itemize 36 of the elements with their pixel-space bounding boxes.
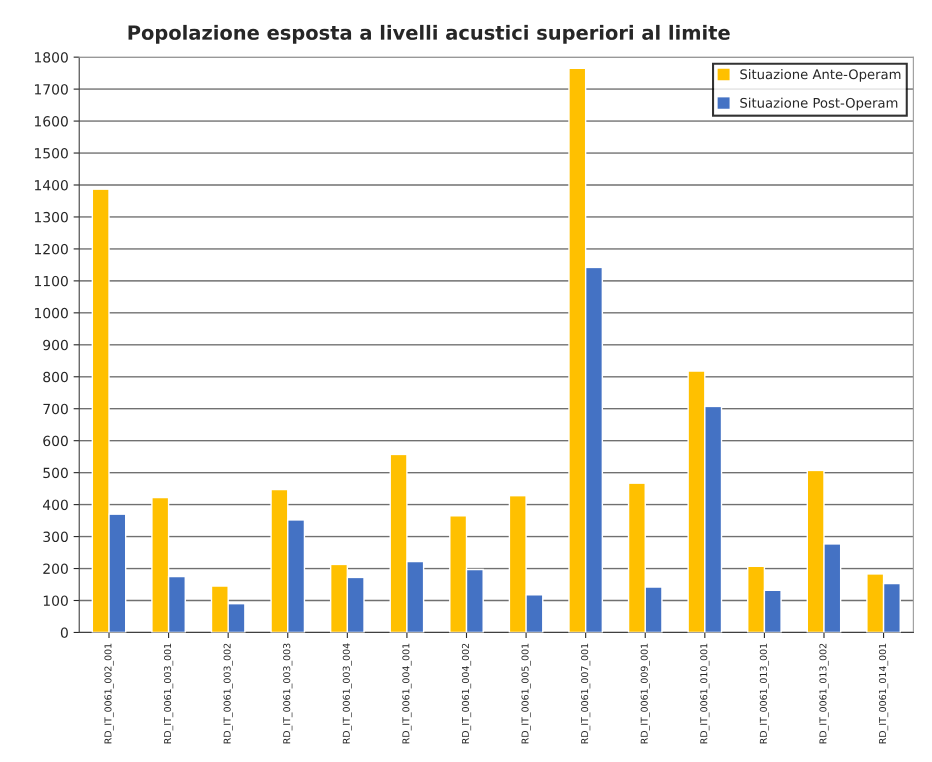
x-tick-label: RD_IT_0061_009_001: [640, 644, 650, 744]
y-tick-label: 900: [43, 340, 68, 350]
y-tick-label: 700: [43, 404, 68, 414]
x-tick-label: RD_IT_0061_013_002: [819, 644, 829, 744]
y-tick-label: 0: [60, 627, 68, 638]
y-tick-label: 1200: [34, 244, 68, 254]
y-tick-label: 1300: [34, 212, 68, 222]
x-tick-label: RD_IT_0061_004_002: [462, 644, 472, 744]
x-tick-label: RD_IT_0061_007_001: [581, 644, 590, 744]
y-tick-label: 1000: [34, 308, 68, 318]
x-tick-label: RD_IT_0061_005_001: [521, 644, 531, 744]
y-tick-label: 1700: [34, 84, 68, 95]
y-tick-label: 600: [43, 436, 68, 446]
x-tick-label: RD_IT_0061_003_002: [224, 644, 233, 744]
y-tick-label: 1500: [34, 148, 68, 159]
y-tick-label: 300: [43, 532, 68, 542]
x-tick-label: RD_IT_0061_014_001: [878, 644, 888, 744]
y-tick-label: 1400: [34, 180, 68, 190]
y-tick-label: 1600: [34, 116, 68, 127]
x-tick-label: RD_IT_0061_013_001: [760, 644, 770, 744]
x-tick-label: RD_IT_0061_003_004: [342, 643, 352, 744]
y-tick-label: 400: [42, 500, 68, 510]
y-tick-label: 1800: [34, 52, 68, 63]
x-tick-label: RD_IT_0061_002_001: [104, 644, 114, 744]
legend-label: Situazione Post-Operam: [740, 98, 898, 110]
y-tick-label: 200: [43, 564, 68, 574]
y-tick-label: 100: [44, 595, 68, 606]
x-tick-label: RD_IT_0061_003_003: [283, 644, 292, 744]
x-tick-label: RD_IT_0061_010_001: [700, 644, 710, 744]
legend-label: Situazione Ante-Operam: [740, 69, 900, 82]
x-tick-label: RD_IT_0061_004_001: [402, 644, 412, 744]
y-tick-label: 800: [43, 372, 68, 382]
y-tick-label: 1100: [34, 276, 68, 286]
x-tick-label: RD_IT_0061_003_001: [164, 644, 174, 744]
chart-title: Popolazione esposta a livelli acustici superiori al limite: [128, 24, 730, 44]
y-tick-label: 500: [43, 468, 68, 478]
